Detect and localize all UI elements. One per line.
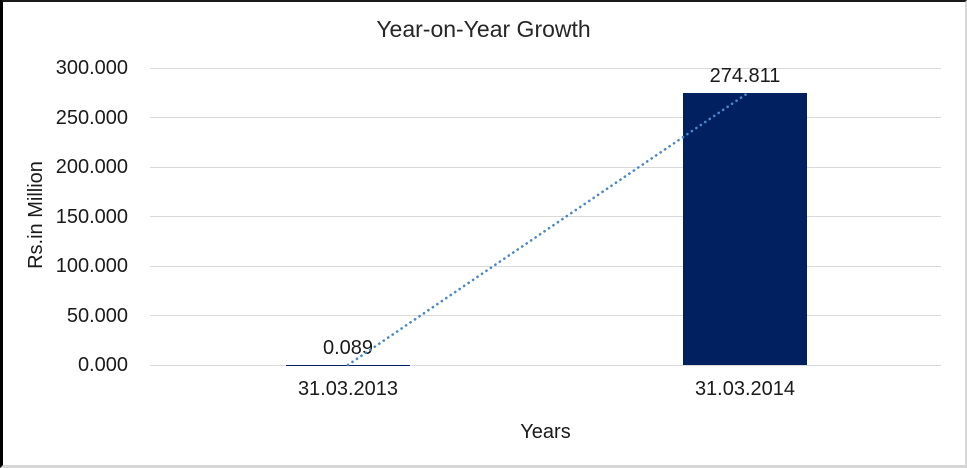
gridline (150, 315, 941, 316)
gridline (150, 166, 941, 168)
y-axis-tick-label: 0.000 (77, 354, 128, 376)
y-axis-tick-label: 100.000 (55, 255, 128, 277)
x-axis-line (150, 364, 941, 366)
data-label: 274.811 (709, 64, 781, 87)
x-category-label: 31.03.2014 (694, 378, 796, 400)
y-axis-tick-label: 50.000 (66, 304, 128, 327)
y-axis-tick-label: 150.000 (55, 205, 128, 228)
gridline (150, 265, 941, 267)
trendline[interactable] (346, 91, 750, 367)
bar-31.03.2014[interactable] (683, 92, 807, 365)
gridline (150, 216, 941, 217)
gridline (150, 67, 941, 69)
gridline (150, 117, 941, 118)
y-axis-tick-label: 250.000 (55, 106, 128, 129)
x-category-label: 31.03.2013 (297, 378, 399, 400)
x-axis-title: Years (520, 421, 571, 443)
data-label: 0.089 (322, 336, 374, 359)
chart-title: Year-on-Year Growth (376, 16, 591, 42)
y-axis-tick-label: 200.000 (55, 156, 128, 178)
y-axis-tick-label: 300.000 (55, 57, 128, 79)
